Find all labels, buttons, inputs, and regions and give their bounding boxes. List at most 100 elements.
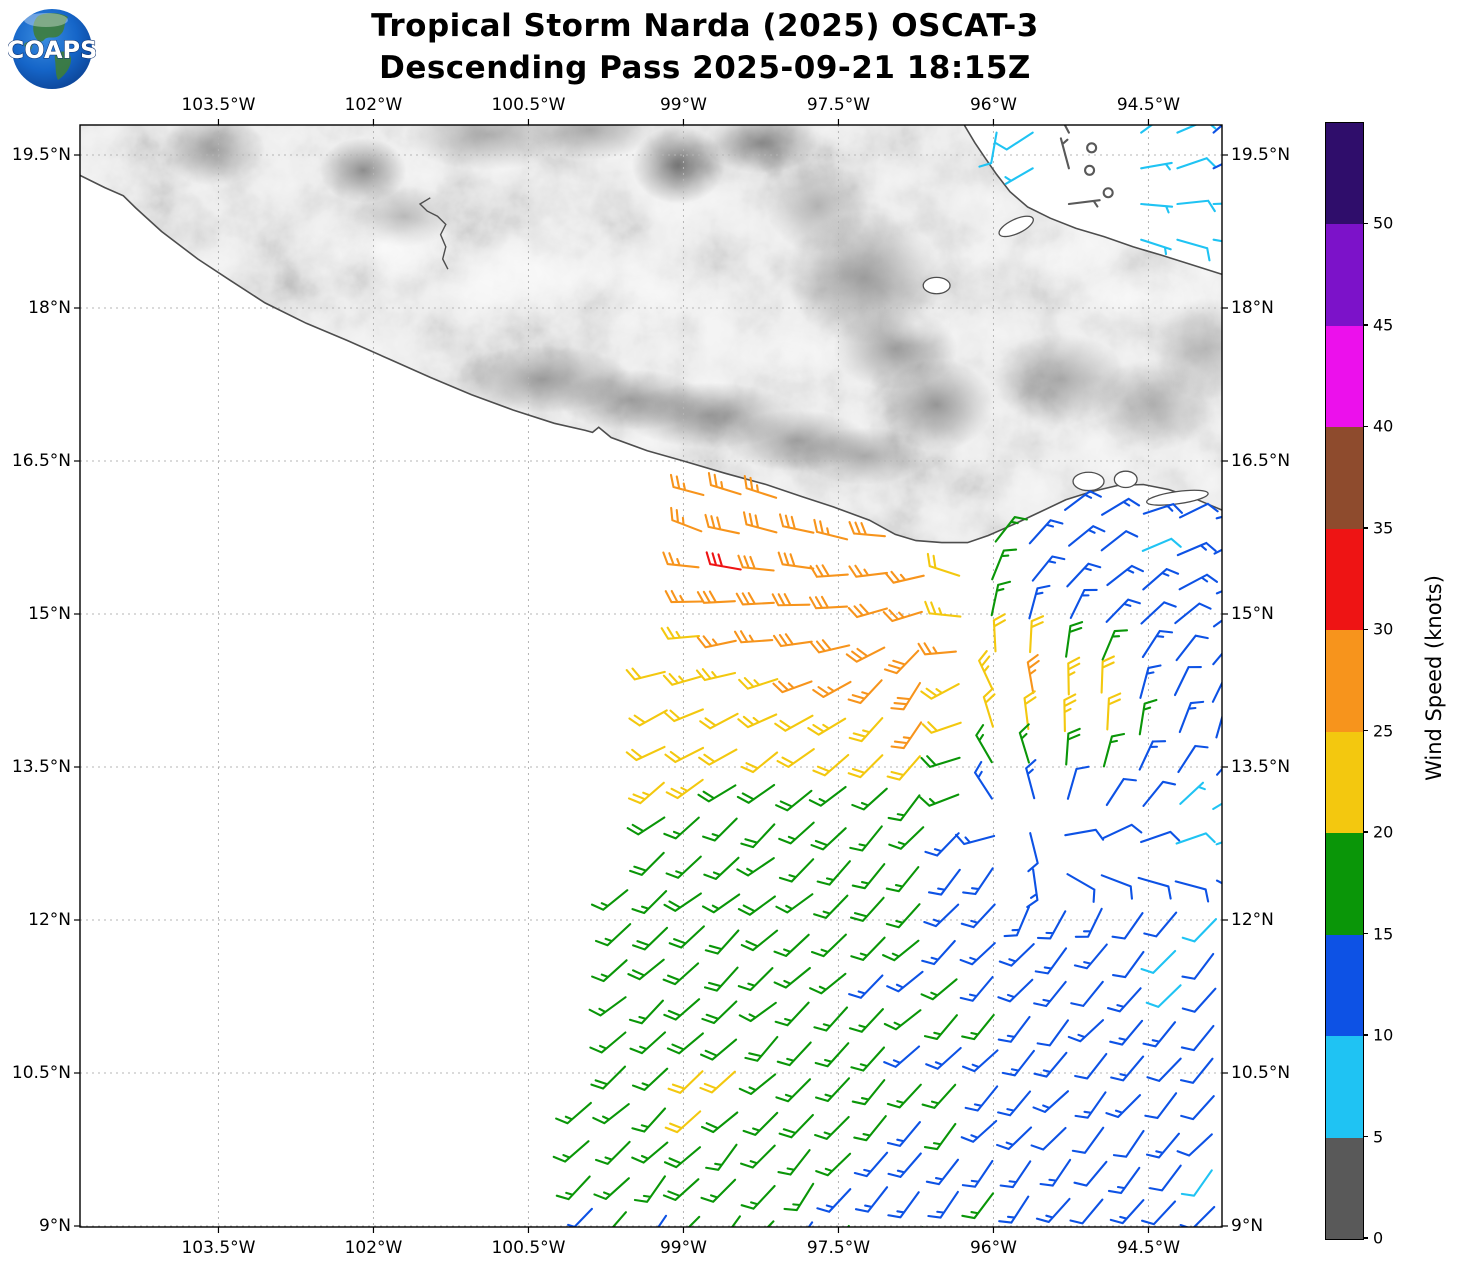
wind-barb xyxy=(1178,502,1219,519)
wind-barb xyxy=(771,593,811,607)
wind-barb xyxy=(1105,598,1141,623)
terrain-light-blob xyxy=(941,211,1128,293)
wind-barb xyxy=(664,1215,701,1227)
wind-barb xyxy=(1176,199,1216,213)
wind-barb xyxy=(631,1107,667,1133)
wind-barb xyxy=(1180,1024,1215,1052)
wind-barb xyxy=(1065,727,1081,766)
wind-barb xyxy=(740,1184,776,1210)
wind-barb xyxy=(703,856,740,880)
wind-barb xyxy=(1067,656,1081,696)
y-tick-label-left: 18°N xyxy=(28,298,71,318)
coaps-logo-text: COAPS xyxy=(8,36,96,64)
wind-barb xyxy=(847,679,883,705)
wind-barb xyxy=(696,635,737,649)
colorbar-segment-30-35 xyxy=(1326,528,1363,631)
wind-barb xyxy=(707,471,742,496)
wind-barb xyxy=(664,1110,702,1134)
wind-barb xyxy=(1035,1197,1071,1223)
laguna-alvarado xyxy=(998,215,1034,238)
wind-barb xyxy=(1181,918,1218,943)
terrain-dark-blob xyxy=(161,125,265,186)
wind-barb xyxy=(1100,655,1115,694)
wind-barb xyxy=(923,903,960,928)
y-tick-label-left: 13.5°N xyxy=(11,757,71,777)
wind-barb xyxy=(919,793,960,807)
wind-barb xyxy=(664,589,704,604)
wind-barb xyxy=(708,1215,741,1227)
wind-barb xyxy=(808,595,849,610)
wind-barb xyxy=(670,506,703,533)
wind-barb xyxy=(1212,125,1222,134)
wind-barb xyxy=(959,942,996,966)
wind-barb xyxy=(662,962,700,986)
wind-barb xyxy=(776,1041,812,1067)
colorbar-tick-label: 20 xyxy=(1373,822,1394,842)
plot-title-line2: Descending Pass 2025-09-21 18:15Z xyxy=(379,50,1031,86)
wind-barb xyxy=(917,642,957,656)
wind-barb xyxy=(590,889,629,911)
wind-barb xyxy=(1033,980,1067,1008)
wind-barb xyxy=(1216,750,1222,776)
wind-barb xyxy=(1059,137,1070,170)
wind-barb xyxy=(736,783,776,804)
presa-temascal xyxy=(922,276,951,295)
pacific-coastline xyxy=(80,174,1222,544)
wind-barb xyxy=(737,554,775,572)
wind-barb xyxy=(740,751,779,774)
wind-barb xyxy=(1180,1095,1215,1121)
wind-barb xyxy=(1106,692,1122,731)
wind-barb xyxy=(926,552,961,577)
colorbar-tick-label: 30 xyxy=(1373,619,1394,639)
wind-barb xyxy=(1039,1158,1072,1187)
terrain-light-blob xyxy=(724,323,849,385)
wind-barb xyxy=(960,903,996,929)
wind-barb xyxy=(883,649,920,675)
wind-barb xyxy=(885,903,921,929)
wind-barb xyxy=(629,851,665,876)
wind-barb xyxy=(997,978,1034,1003)
wind-barb xyxy=(886,1121,921,1147)
wind-barb xyxy=(853,1151,889,1178)
wind-barb xyxy=(1109,1019,1144,1046)
wind-barb xyxy=(887,794,921,822)
wind-barb xyxy=(1003,905,1031,938)
wind-barb xyxy=(1100,530,1139,552)
wind-barb xyxy=(1145,984,1182,1008)
x-tick-label-bottom: 103.5°W xyxy=(181,1238,256,1258)
wind-barb xyxy=(1142,568,1180,591)
wind-barb xyxy=(700,1038,738,1061)
y-tick-label-right: 19.5°N xyxy=(1231,145,1291,165)
x-tick-label-top: 103.5°W xyxy=(181,95,256,115)
wind-barb xyxy=(1073,943,1108,970)
wind-barb xyxy=(625,745,666,762)
wind-barb xyxy=(698,748,738,766)
wind-barb xyxy=(1176,238,1211,262)
wind-barb xyxy=(594,923,632,947)
wind-barb xyxy=(1180,1169,1213,1197)
wind-barb xyxy=(959,975,994,1002)
y-tick-label-left: 19.5°N xyxy=(11,145,71,165)
wind-barb xyxy=(1176,1133,1213,1157)
wind-barb xyxy=(1140,238,1172,256)
wind-barb xyxy=(737,713,778,729)
wind-barb xyxy=(994,516,1028,543)
wind-barb xyxy=(1175,634,1209,662)
wind-barb xyxy=(890,721,923,750)
wind-barb xyxy=(1064,490,1102,511)
wind-barb xyxy=(557,1207,593,1227)
wind-barb xyxy=(1110,1055,1145,1082)
wind-barb xyxy=(594,1140,631,1165)
wind-barb xyxy=(1140,161,1173,171)
wind-barb xyxy=(1074,1091,1107,1119)
wind-barb xyxy=(628,709,668,727)
wind-barb xyxy=(815,1077,851,1103)
wind-barb xyxy=(627,781,665,805)
wind-barb xyxy=(924,600,962,618)
colorbar-tick-label: 50 xyxy=(1373,213,1394,233)
wind-barb xyxy=(738,1001,777,1023)
colorbar-tick-label: 45 xyxy=(1373,315,1394,335)
calm-circle xyxy=(1102,187,1114,199)
colorbar-tick-mark xyxy=(1363,1237,1368,1239)
wind-barb xyxy=(589,1031,627,1054)
